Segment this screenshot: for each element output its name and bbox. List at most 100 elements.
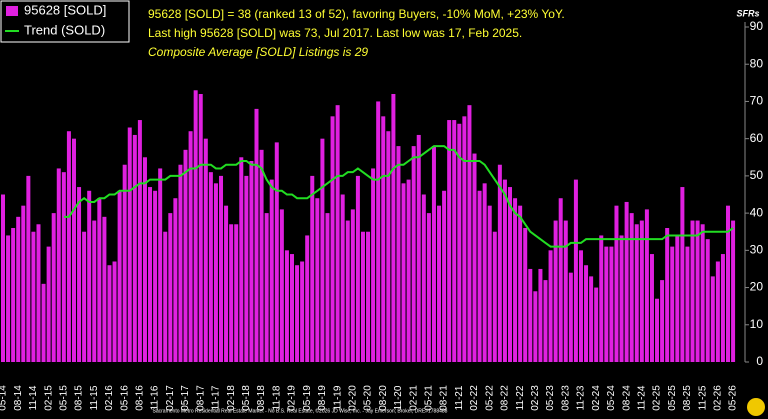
- bar: [487, 205, 492, 362]
- bar: [117, 190, 122, 362]
- x-tick-label: 11-23: [576, 385, 587, 410]
- bar: [41, 283, 46, 362]
- y-axis-label: SFRs: [736, 8, 759, 18]
- subheadline: Last high 95628 [SOLD] was 73, Jul 2017.…: [148, 26, 522, 40]
- footer: Sacramento Metro Residential Real Estate…: [153, 407, 448, 414]
- bar: [457, 123, 462, 363]
- x-tick-label: 05-22: [484, 385, 495, 411]
- bar: [198, 94, 203, 362]
- bar: [360, 231, 365, 362]
- bar: [589, 276, 594, 362]
- bar: [239, 157, 244, 362]
- x-tick-label: 08-18: [256, 385, 267, 411]
- bar: [244, 175, 249, 362]
- bar: [533, 291, 538, 362]
- bar: [188, 131, 193, 362]
- bar: [340, 194, 345, 362]
- bar: [46, 246, 51, 362]
- bar: [77, 187, 82, 362]
- x-tick-label: 08-14: [13, 385, 24, 411]
- bar: [26, 175, 31, 362]
- headline: 95628 [SOLD] = 38 (ranked 13 of 52), fav…: [148, 7, 565, 21]
- bar: [386, 131, 391, 362]
- x-tick-label: 11-24: [636, 385, 647, 410]
- bar: [376, 101, 381, 362]
- x-tick-label: 11-22: [515, 385, 526, 410]
- bar: [66, 131, 71, 362]
- bar: [300, 261, 305, 362]
- bar: [518, 205, 523, 362]
- bar: [508, 187, 512, 362]
- bar: [391, 94, 396, 362]
- bar: [137, 120, 142, 362]
- bar: [655, 298, 660, 362]
- bar: [584, 265, 589, 362]
- bar: [578, 250, 583, 362]
- bar: [31, 231, 36, 362]
- bar: [401, 183, 406, 362]
- bar: [472, 153, 477, 362]
- x-tick-label: 05-20: [363, 385, 374, 411]
- bar: [330, 116, 335, 362]
- x-tick-label: 02-20: [347, 385, 358, 411]
- bar: [629, 213, 634, 362]
- y-tick-label: 20: [750, 280, 764, 294]
- y-tick-label: 60: [750, 131, 764, 145]
- trend-line: [63, 145, 734, 248]
- x-tick-label: 05-18: [241, 385, 252, 411]
- bar: [203, 138, 208, 362]
- bar: [16, 216, 21, 362]
- bar: [619, 235, 624, 362]
- bar: [112, 261, 117, 362]
- bar: [173, 198, 178, 362]
- bar: [229, 224, 234, 362]
- x-tick-label: 08-15: [74, 385, 85, 411]
- bar: [660, 280, 665, 362]
- bar: [523, 228, 528, 362]
- bar: [665, 228, 670, 362]
- bar: [573, 179, 578, 362]
- bar: [685, 246, 690, 362]
- x-tick-label: 02-24: [591, 385, 602, 411]
- y-tick-label: 30: [750, 243, 764, 257]
- x-tick-label: 02-23: [530, 385, 541, 411]
- bar: [396, 146, 401, 362]
- bar: [259, 149, 264, 362]
- bar: [614, 205, 619, 362]
- bar: [142, 157, 147, 362]
- x-tick-label: 08-23: [560, 385, 571, 411]
- bar: [127, 127, 132, 362]
- bar: [670, 246, 675, 362]
- bar: [92, 220, 97, 362]
- bar: [431, 146, 436, 362]
- x-tick-label: 11-18: [271, 385, 282, 410]
- bar: [462, 116, 467, 362]
- x-tick-label: 11-15: [89, 385, 100, 410]
- bar: [705, 239, 710, 362]
- bar: [219, 175, 224, 362]
- bar: [6, 235, 11, 362]
- bar: [1, 194, 5, 362]
- x-tick-label: 02-19: [287, 385, 298, 411]
- x-tick-label: 02-25: [652, 385, 663, 411]
- bar: [563, 220, 568, 362]
- x-tick-label: 11-16: [150, 385, 161, 410]
- x-tick-label: 11-21: [454, 385, 465, 410]
- bar: [624, 201, 629, 362]
- y-tick-label: 40: [750, 205, 764, 219]
- bar: [558, 198, 563, 362]
- x-tick-label: 11-17: [211, 385, 222, 410]
- x-tick-label: 11-19: [332, 385, 343, 410]
- bar: [102, 216, 107, 362]
- bar: [310, 175, 315, 362]
- bar: [426, 213, 431, 362]
- bar: [538, 268, 543, 362]
- bar: [543, 280, 548, 362]
- bar: [163, 231, 168, 362]
- bar: [634, 224, 639, 362]
- bar: [411, 146, 416, 362]
- bar: [284, 250, 289, 362]
- bar: [87, 190, 92, 362]
- bar: [700, 224, 705, 362]
- bar: [477, 190, 482, 362]
